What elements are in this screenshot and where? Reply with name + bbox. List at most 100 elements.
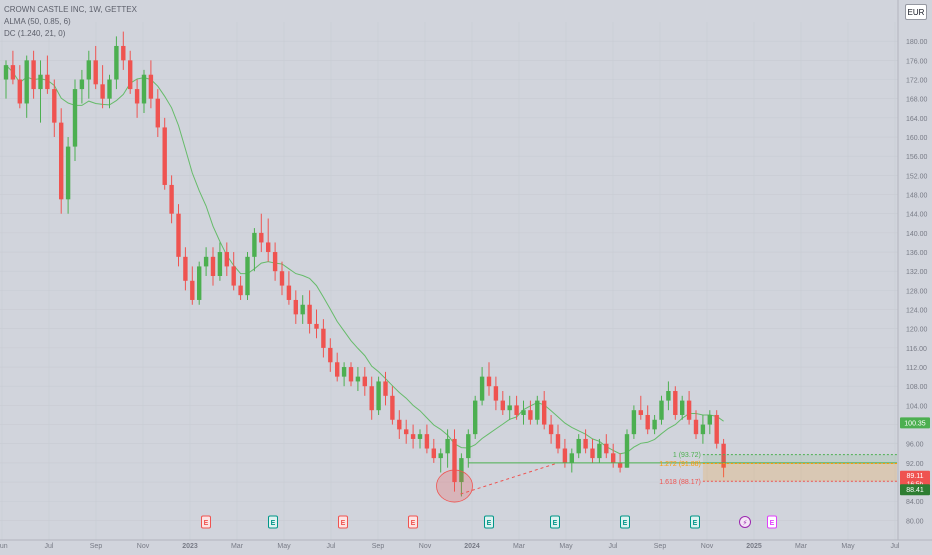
- event-marker-label: E: [204, 520, 209, 527]
- candle-body: [93, 60, 98, 85]
- candle-body: [238, 285, 243, 296]
- x-tick-label: 2023: [182, 543, 198, 550]
- y-tick-label: 180.00: [906, 39, 928, 46]
- candle-body: [38, 74, 43, 90]
- candle-body: [500, 400, 505, 411]
- candle-body: [259, 232, 264, 243]
- candle-body: [45, 74, 50, 90]
- event-marker-earnings-red[interactable]: E: [408, 515, 418, 529]
- candle-body: [231, 266, 236, 286]
- candle-body: [134, 89, 140, 104]
- fib-extension: 1 (93.72) 1.272 (91.88) 1.618 (88.17): [436, 452, 897, 503]
- last-price-label: 89.11: [907, 473, 924, 480]
- candle-body: [203, 256, 209, 267]
- candle-body: [59, 122, 64, 200]
- event-marker-earnings-green[interactable]: E: [484, 515, 494, 529]
- candle-body: [293, 299, 298, 315]
- candle-body: [86, 60, 91, 80]
- x-tick-label: Jul: [891, 543, 900, 550]
- candle-body: [528, 410, 533, 420]
- candle-body: [286, 285, 292, 300]
- event-marker-earnings-green[interactable]: E: [268, 515, 278, 529]
- candle-body: [721, 443, 726, 468]
- candle-body: [100, 84, 105, 99]
- y-tick-label: 164.00: [906, 116, 928, 123]
- event-marker-earnings-green[interactable]: E: [690, 515, 700, 529]
- candle-body: [680, 400, 685, 415]
- event-marker-label: E: [553, 520, 558, 527]
- candle-body: [266, 242, 271, 253]
- candle-body: [555, 434, 561, 449]
- candle-body: [459, 458, 464, 483]
- y-tick-label: 156.00: [906, 154, 928, 161]
- earnings-icon: [338, 515, 348, 529]
- candle-body: [24, 60, 29, 104]
- candles: [3, 31, 726, 497]
- currency-button[interactable]: EUR: [905, 4, 927, 20]
- event-marker-label: E: [411, 520, 416, 527]
- x-tick-label: Sep: [90, 543, 103, 550]
- event-marker-label: E: [623, 520, 628, 527]
- event-marker-label: ⚡: [743, 519, 748, 527]
- event-marker-earnings-red[interactable]: E: [201, 515, 211, 529]
- symbol-title[interactable]: CROWN CASTLE INC, 1W, GETTEX: [4, 5, 137, 14]
- x-tick-label: Nov: [137, 543, 150, 550]
- x-tick-label: Nov: [419, 543, 432, 550]
- earnings-icon: [690, 515, 700, 529]
- y-tick-label: 96.00: [906, 442, 924, 449]
- y-tick-label: 92.00: [906, 461, 924, 468]
- candle-body: [190, 280, 195, 300]
- trend-projection: [460, 462, 559, 495]
- candle-body: [569, 453, 574, 463]
- candle-body: [383, 381, 388, 396]
- event-marker-earnings-green[interactable]: E: [550, 515, 560, 529]
- event-marker-split[interactable]: ⚡: [739, 516, 751, 528]
- candle-body: [369, 386, 374, 411]
- candle-body: [652, 419, 657, 430]
- y-tick-label: 128.00: [906, 288, 928, 295]
- x-tick-label: Mar: [795, 543, 808, 550]
- candle-body: [493, 386, 499, 401]
- candle-body: [328, 347, 333, 363]
- event-marker-earnings-green[interactable]: E: [620, 515, 630, 529]
- candle-body: [590, 448, 595, 459]
- candle-body: [148, 74, 154, 99]
- fib-zone-lower: [702, 463, 897, 482]
- candle-body: [72, 89, 78, 147]
- fib-low-label-bg: [900, 484, 930, 496]
- y-tick-label: 116.00: [906, 346, 927, 353]
- candle-body: [438, 453, 443, 459]
- event-marker-earnings-red[interactable]: E: [338, 515, 348, 529]
- candle-body: [107, 79, 112, 99]
- candle-body: [562, 448, 568, 463]
- candle-body: [355, 376, 361, 382]
- candle-body: [673, 391, 678, 415]
- chart-legend: CROWN CASTLE INC, 1W, GETTEX ALMA (50, 0…: [4, 4, 137, 40]
- x-tick-label: Nov: [701, 543, 714, 550]
- y-tick-label: 120.00: [906, 327, 928, 334]
- y-tick-label: 124.00: [906, 308, 928, 315]
- y-tick-label: 148.00: [906, 193, 928, 200]
- event-marker-label: E: [770, 520, 775, 527]
- y-tick-label: 152.00: [906, 173, 928, 180]
- y-tick-label: 160.00: [906, 135, 928, 142]
- candle-body: [617, 462, 623, 468]
- x-tick-label: Sep: [372, 543, 385, 550]
- y-tick-label: 144.00: [906, 212, 928, 219]
- indicator-dc[interactable]: DC (1.240, 21, 0): [4, 29, 66, 38]
- candle-body: [176, 213, 181, 257]
- event-marker-earnings-future[interactable]: E: [767, 515, 777, 529]
- y-tick-label: 176.00: [906, 58, 928, 65]
- candle-body: [542, 400, 547, 425]
- fib-low-label: 88.41: [906, 487, 924, 494]
- last-price-label-bg: [900, 470, 930, 488]
- candle-body: [128, 60, 133, 90]
- indicator-alma[interactable]: ALMA (50, 0.85, 6): [4, 17, 71, 26]
- event-marker-label: E: [271, 520, 276, 527]
- low-highlight-ellipse: [436, 469, 473, 503]
- candle-body: [466, 434, 471, 459]
- candle-body: [279, 271, 285, 286]
- x-tick-label: Jul: [327, 543, 336, 550]
